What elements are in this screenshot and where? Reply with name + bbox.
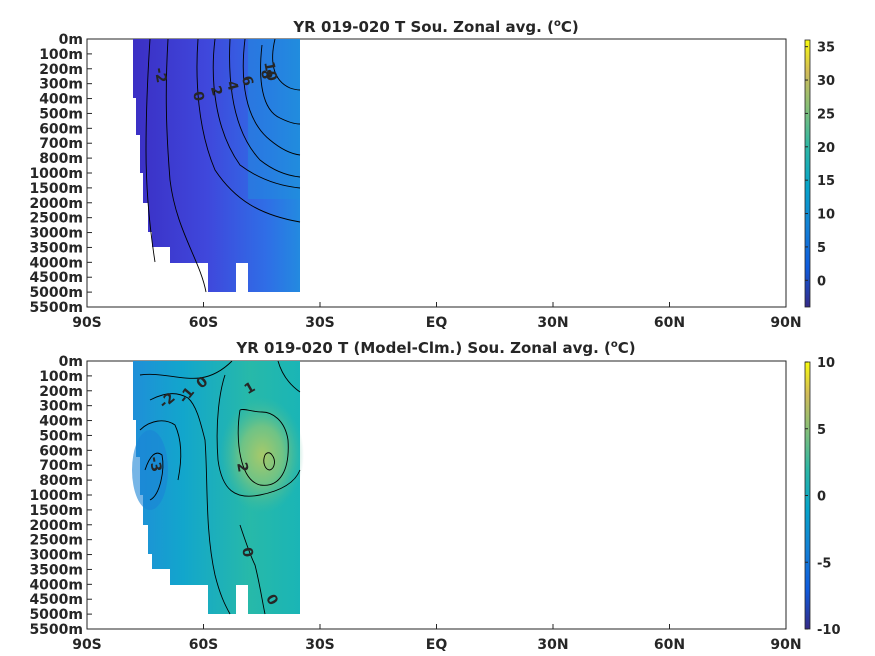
y-tick-label: 800m xyxy=(39,473,83,489)
y-tick-label: 800m xyxy=(39,151,83,167)
contour-label: 10 xyxy=(260,60,279,82)
y-tick-label: 600m xyxy=(39,121,83,137)
colorbar-tick-label: 25 xyxy=(817,107,835,122)
x-tick-label: EQ xyxy=(426,637,448,653)
y-tick-label: 0m xyxy=(59,32,83,48)
y-tick-label: 2000m xyxy=(29,196,83,212)
panel-2-contours xyxy=(139,360,301,615)
panel-1-colorbar-ticks: 35 30 25 20 15 10 5 0 xyxy=(805,41,835,289)
x-tick-label: 60S xyxy=(189,637,219,653)
y-tick-label: 400m xyxy=(39,414,83,430)
y-tick-label: 600m xyxy=(39,443,83,459)
y-tick-label: 3000m xyxy=(29,548,83,564)
panel-2-x-ticks: 90S 60S 30S EQ 30N 60N 90N xyxy=(72,624,802,653)
x-tick-label: 30S xyxy=(305,637,335,653)
colorbar-tick-label: 0 xyxy=(817,490,826,505)
y-tick-label: 3500m xyxy=(29,240,83,256)
x-tick-label: 90N xyxy=(770,315,801,331)
x-tick-label: 90N xyxy=(770,637,801,653)
contour-label: 2 xyxy=(233,461,250,473)
y-tick-label: 500m xyxy=(39,428,83,444)
panel-1-contour-labels: -2 0 2 4 6 8 10 xyxy=(151,60,280,102)
y-tick-label: 200m xyxy=(39,384,83,400)
contour-label: 2 xyxy=(207,84,225,98)
y-tick-label: 300m xyxy=(39,77,83,93)
y-tick-label: 400m xyxy=(39,92,83,108)
colorbar-tick-label: 20 xyxy=(817,141,835,156)
panel-2-title: YR 019-020 T (Model-Clm.) Sou. Zonal avg… xyxy=(235,339,635,357)
x-tick-label: 30N xyxy=(537,315,568,331)
y-tick-label: 4500m xyxy=(29,592,83,608)
y-tick-label: 200m xyxy=(39,62,83,78)
x-tick-label: 60N xyxy=(654,637,685,653)
contour-label: 6 xyxy=(238,74,256,88)
x-tick-label: 90S xyxy=(72,637,102,653)
y-tick-label: 1000m xyxy=(29,166,83,182)
y-tick-label: 4500m xyxy=(29,270,83,286)
panel-2-warm-anomaly xyxy=(220,397,304,513)
y-tick-label: 0m xyxy=(59,354,83,370)
y-tick-label: 5000m xyxy=(29,607,83,623)
y-tick-label: 5500m xyxy=(29,300,83,316)
panel-1-title: YR 019-020 T Sou. Zonal avg. (oC) xyxy=(292,18,578,36)
y-tick-label: 2500m xyxy=(29,211,83,227)
colorbar-tick-label: 10 xyxy=(817,208,835,223)
y-tick-label: 1500m xyxy=(29,181,83,197)
y-tick-label: 4000m xyxy=(29,577,83,593)
colorbar-tick-label: -5 xyxy=(817,556,831,571)
y-tick-label: 500m xyxy=(39,106,83,122)
panel-1-x-ticks: 90S 60S 30S EQ 30N 60N 90N xyxy=(72,302,802,331)
y-tick-label: 300m xyxy=(39,399,83,415)
panel-1: YR 019-020 T Sou. Zonal avg. (oC) -2 0 2… xyxy=(29,18,835,331)
colorbar-tick-label: 5 xyxy=(817,241,826,256)
y-tick-label: 2000m xyxy=(29,518,83,534)
contour-label: -2 xyxy=(151,66,169,84)
x-tick-label: EQ xyxy=(426,315,448,331)
y-tick-label: 5500m xyxy=(29,622,83,638)
panel-1-colorbar xyxy=(804,39,811,308)
x-tick-label: 30N xyxy=(537,637,568,653)
contour-label: 0 xyxy=(189,90,206,103)
x-tick-label: 60N xyxy=(654,315,685,331)
x-tick-label: 30S xyxy=(305,315,335,331)
colorbar-tick-label: -10 xyxy=(817,623,841,638)
panel-2: YR 019-020 T (Model-Clm.) Sou. Zonal avg… xyxy=(29,339,840,653)
colorbar-tick-label: 0 xyxy=(817,274,826,289)
x-tick-label: 90S xyxy=(72,315,102,331)
colorbar-tick-label: 10 xyxy=(817,356,835,371)
contour-label: -3 xyxy=(146,455,164,473)
colorbar-tick-label: 15 xyxy=(817,174,835,189)
panel-1-y-ticks: 0m100m200m300m400m500m600m700m800m1000m1… xyxy=(29,32,92,316)
panel-2-colorbar-ticks: 10 5 0 -5 -10 xyxy=(805,356,841,638)
colorbar-tick-label: 35 xyxy=(817,41,835,56)
contour-label: 4 xyxy=(223,79,241,93)
y-tick-label: 100m xyxy=(39,369,83,385)
contour-label: 0 xyxy=(238,546,255,559)
y-tick-label: 1500m xyxy=(29,503,83,519)
y-tick-label: 700m xyxy=(39,136,83,152)
panel-1-data-field xyxy=(133,39,300,292)
colorbar-tick-label: 5 xyxy=(817,423,826,438)
y-tick-label: 2500m xyxy=(29,533,83,549)
y-tick-label: 5000m xyxy=(29,285,83,301)
panel-1-warm-region xyxy=(248,39,300,199)
panel-2-cold-anomaly xyxy=(132,430,168,510)
y-tick-label: 3500m xyxy=(29,562,83,578)
panel-2-y-ticks: 0m100m200m300m400m500m600m700m800m1000m1… xyxy=(29,354,92,638)
colorbar-tick-label: 30 xyxy=(817,74,835,89)
contour-label: 8 xyxy=(257,68,274,80)
x-tick-label: 60S xyxy=(189,315,219,331)
y-tick-label: 3000m xyxy=(29,226,83,242)
panel-1-contours xyxy=(145,38,301,293)
y-tick-label: 100m xyxy=(39,47,83,63)
y-tick-label: 4000m xyxy=(29,255,83,271)
y-tick-label: 700m xyxy=(39,458,83,474)
y-tick-label: 1000m xyxy=(29,488,83,504)
